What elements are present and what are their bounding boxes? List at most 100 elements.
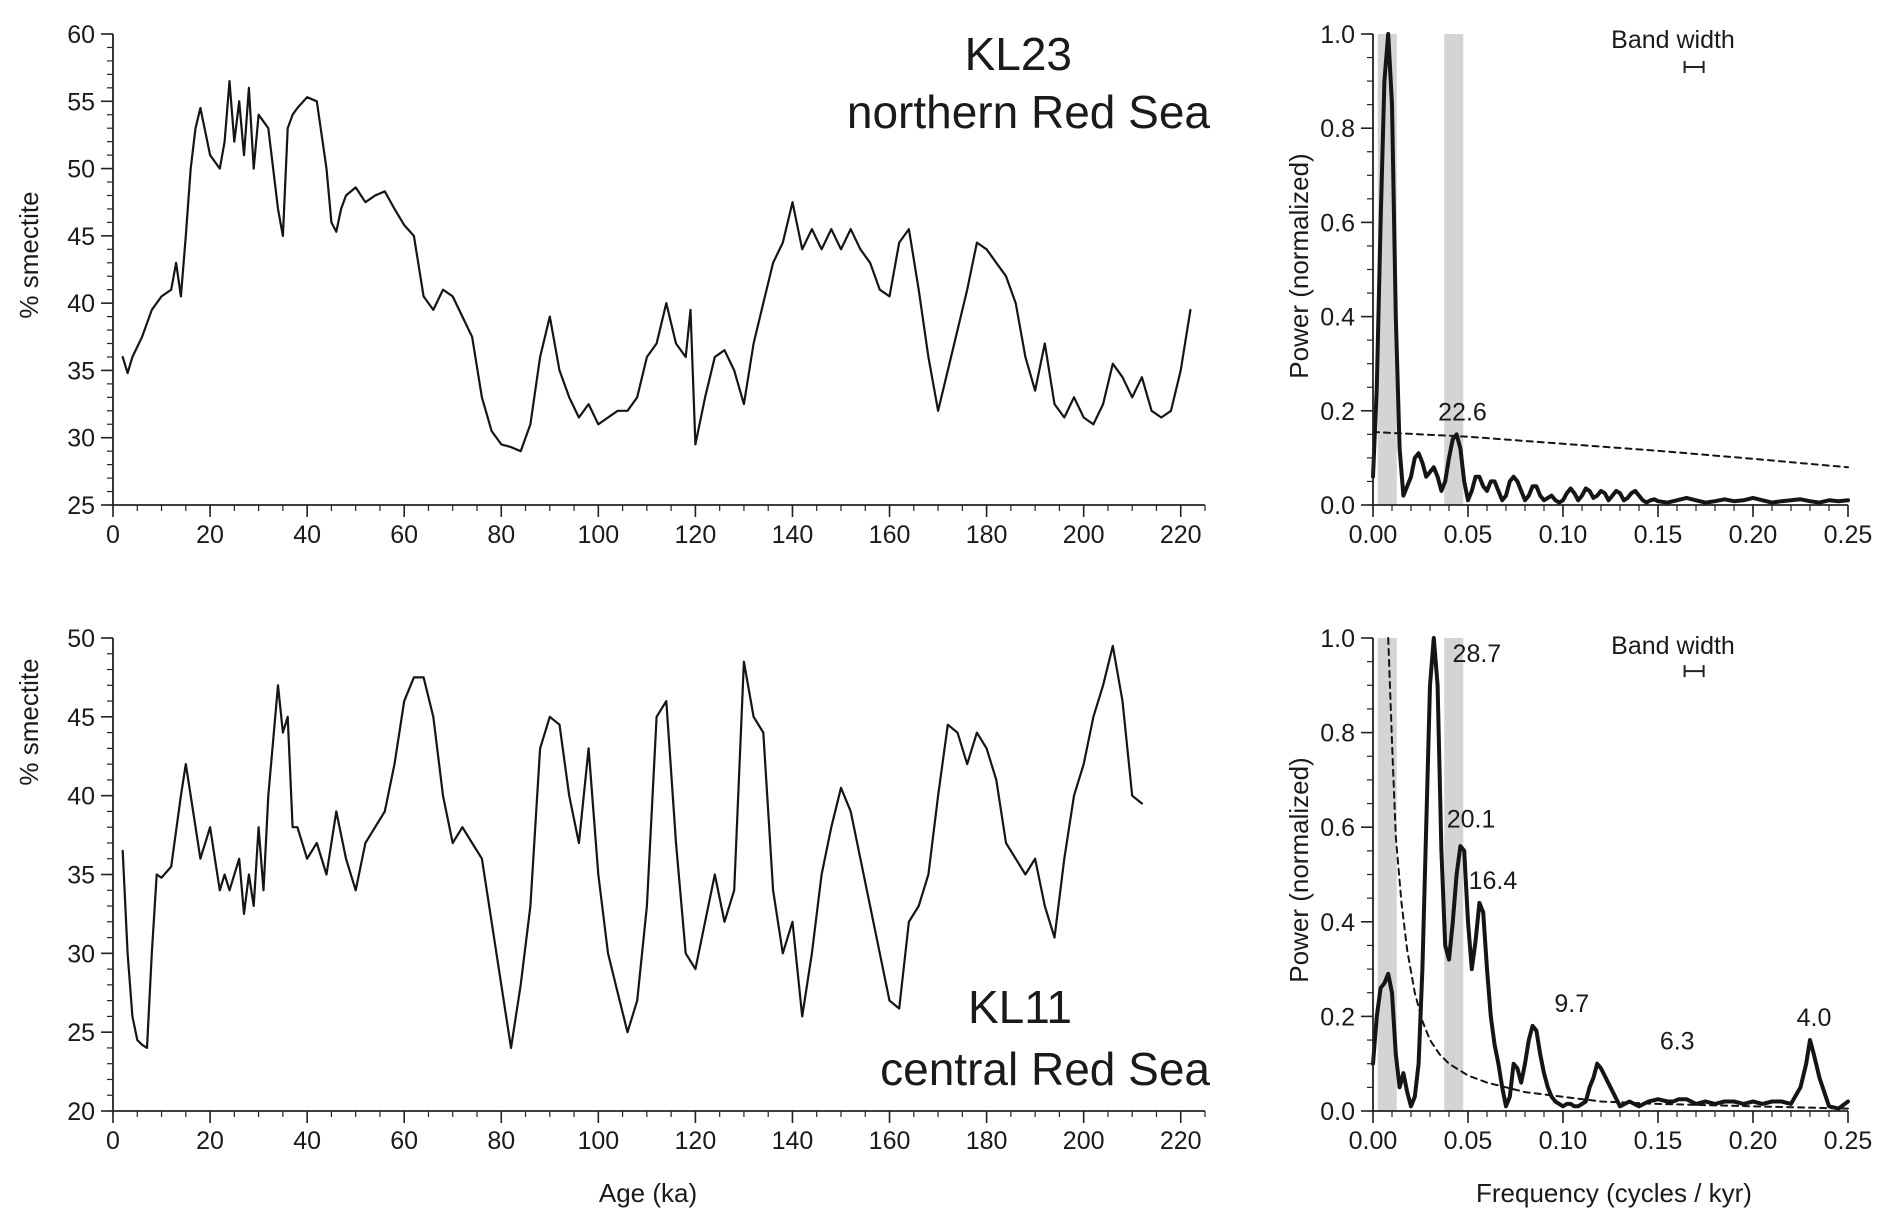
kl23-spectrum-series-line-spectrum [1371, 32, 1850, 505]
kl23-spectrum-y-tick-label: 0.4 [1320, 304, 1355, 332]
kl11-record-y-tick-label: 40 [67, 783, 95, 811]
kl23-record-y-tick-label: 25 [67, 492, 95, 520]
kl23-spectrum-y-tick-label: 0.0 [1320, 492, 1355, 520]
kl23-spectrum-panel: 0.00 0.05 0.10 0.15 0.20 0.25 0.0 0.2 0.4 0.6 0.8 1… [1284, 21, 1872, 549]
kl11-spectrum-x-tick-label: 0.00 [1349, 1127, 1398, 1155]
kl11-spectrum-peak-labels: 28.7 20.1 16.4 9.7 6.3 4.0 [1447, 640, 1832, 1056]
kl23-record-y-tick-label: 45 [67, 223, 95, 251]
kl23-record-y-tick-label: 60 [67, 21, 95, 49]
kl11-record-x-tick-label: 140 [772, 1127, 814, 1155]
kl23-record-x-tick-label: 0 [106, 521, 120, 549]
kl23-spectrum-x-tick-label: 0.25 [1824, 521, 1873, 549]
kl23-spectrum-y-tick-label: 0.8 [1320, 115, 1355, 143]
kl23-record-x-tick-label: 20 [196, 521, 224, 549]
kl11-spectrum-y-tick-label: 0.0 [1320, 1098, 1355, 1126]
kl23-record-x-tick-label: 140 [772, 521, 814, 549]
kl11-record-xlabel: Age (ka) [599, 1178, 697, 1208]
kl23-spectrum-peak-labels: 22.6 [1438, 398, 1487, 426]
kl23-record-series-line-0 [121, 79, 1192, 453]
kl11-record-y-tick-label: 30 [67, 940, 95, 968]
kl23-spectrum-shaded-band-1 [1444, 34, 1464, 505]
kl11-spectrum-peak-label: 28.7 [1453, 640, 1502, 668]
kl11-spectrum-y-tick-label: 1.0 [1320, 625, 1355, 653]
kl11-spectrum-ylabel: Power (normalized) [1284, 757, 1314, 982]
kl11-spectrum-peak-label: 4.0 [1797, 1004, 1832, 1032]
kl11-spectrum-axes: 0.00 0.05 0.10 0.15 0.20 0.25 0.0 0.2 0.4 0.6 0.8 1… [1320, 625, 1872, 1155]
kl23-record-x-tick-label: 60 [390, 521, 418, 549]
kl23-record-panel: 0 20 40 60 80 100 120 140 160 180 200 220 25 30 35 40 45… [14, 21, 1210, 549]
kl23-spectrum-series-layer [1371, 32, 1850, 505]
kl11-record-x-tick-label: 160 [869, 1127, 911, 1155]
kl11-record-x-tick-label: 180 [966, 1127, 1008, 1155]
kl23-record-axes: 0 20 40 60 80 100 120 140 160 180 200 220 25 30 35 40 45… [67, 21, 1206, 549]
kl11-spectrum-y-tick-label: 0.2 [1320, 1003, 1355, 1031]
kl23-record-y-tick-label: 55 [67, 88, 95, 116]
kl23-record-x-tick-label: 200 [1063, 521, 1105, 549]
kl23-spectrum-y-tick-label: 1.0 [1320, 21, 1355, 49]
kl23-record-x-tick-label: 100 [577, 521, 619, 549]
kl23-record-x-tick-label: 180 [966, 521, 1008, 549]
kl11-spectrum-shaded-band-1 [1444, 638, 1464, 1111]
kl11-spectrum-x-tick-label: 0.20 [1729, 1127, 1778, 1155]
kl23-spectrum-x-tick-label: 0.20 [1729, 521, 1778, 549]
kl11-spectrum-peak-label: 16.4 [1469, 867, 1518, 895]
kl23-record-x-tick-label: 220 [1160, 521, 1202, 549]
kl11-core-location: central Red Sea [880, 1043, 1210, 1095]
kl11-record-x-tick-label: 80 [487, 1127, 515, 1155]
kl11-spectrum-x-tick-label: 0.10 [1539, 1127, 1588, 1155]
kl23-spectrum-axes: 0.00 0.05 0.10 0.15 0.20 0.25 0.0 0.2 0.4 0.6 0.8 1… [1320, 21, 1872, 549]
kl11-spectrum-y-tick-label: 0.6 [1320, 814, 1355, 842]
kl23-record-series-layer [121, 79, 1192, 453]
kl11-record-x-tick-label: 220 [1160, 1127, 1202, 1155]
kl23-spectrum-x-tick-label: 0.10 [1539, 521, 1588, 549]
kl23-record-x-tick-label: 160 [869, 521, 911, 549]
kl11-record-x-tick-label: 100 [577, 1127, 619, 1155]
kl11-record-y-tick-label: 45 [67, 704, 95, 732]
kl11-spectrum-series-layer [1371, 636, 1850, 1111]
kl11-record-series-line-0 [121, 644, 1144, 1050]
kl11-record-panel: 0 20 40 60 80 100 120 140 160 180 200 220 20 25 30 35 40… [14, 625, 1210, 1208]
kl11-spectrum-series-line-confidence [1387, 637, 1849, 1110]
kl23-spectrum-x-tick-label: 0.15 [1634, 521, 1683, 549]
kl11-record-y-tick-label: 50 [67, 625, 95, 653]
kl23-record-y-tick-label: 30 [67, 425, 95, 453]
kl11-spectrum-panel: 0.00 0.05 0.10 0.15 0.20 0.25 0.0 0.2 0.4 0.6 0.8 1… [1284, 625, 1872, 1208]
kl23-spectrum-y-tick-label: 0.6 [1320, 209, 1355, 237]
kl11-spectrum-x-tick-label: 0.25 [1824, 1127, 1873, 1155]
kl23-spectrum-ylabel: Power (normalized) [1284, 153, 1314, 378]
kl11-spectrum-x-tick-label: 0.05 [1444, 1127, 1493, 1155]
kl11-spectrum-peak-label: 9.7 [1554, 990, 1589, 1018]
kl11-record-x-tick-label: 200 [1063, 1127, 1105, 1155]
kl11-record-y-tick-label: 25 [67, 1019, 95, 1047]
kl23-core-location: northern Red Sea [847, 86, 1211, 138]
kl23-spectrum-x-tick-label: 0.05 [1444, 521, 1493, 549]
kl23-record-ylabel: % smectite [14, 191, 44, 318]
kl23-spectrum-y-tick-label: 0.2 [1320, 398, 1355, 426]
kl23-spectrum-x-tick-label: 0.00 [1349, 521, 1398, 549]
kl23-record-y-tick-label: 40 [67, 290, 95, 318]
kl11-record-x-tick-label: 40 [293, 1127, 321, 1155]
kl11-bandwidth-label: Band width [1611, 632, 1735, 660]
kl11-spectrum-x-tick-label: 0.15 [1634, 1127, 1683, 1155]
kl23-record-x-tick-label: 40 [293, 521, 321, 549]
kl23-record-y-tick-label: 35 [67, 357, 95, 385]
kl11-spectrum-peak-label: 20.1 [1447, 805, 1496, 833]
kl23-spectrum-peak-label: 22.6 [1438, 398, 1487, 426]
kl11-record-axes: 0 20 40 60 80 100 120 140 160 180 200 220 20 25 30 35 40… [67, 625, 1206, 1155]
kl23-core-name: KL23 [965, 28, 1072, 80]
kl23-record-x-tick-label: 80 [487, 521, 515, 549]
kl11-spectrum-y-tick-label: 0.8 [1320, 720, 1355, 748]
kl11-spectrum-peak-label: 6.3 [1660, 1028, 1695, 1056]
kl23-bandwidth-marker [1683, 60, 1705, 73]
kl11-record-x-tick-label: 20 [196, 1127, 224, 1155]
kl23-bandwidth-label: Band width [1611, 26, 1735, 54]
kl11-record-ylabel: % smectite [14, 658, 44, 785]
kl11-record-y-tick-label: 20 [67, 1098, 95, 1126]
kl23-record-x-tick-label: 120 [675, 521, 717, 549]
kl11-record-x-tick-label: 120 [675, 1127, 717, 1155]
kl11-record-x-tick-label: 0 [106, 1127, 120, 1155]
kl11-bandwidth-marker [1683, 665, 1705, 678]
kl23-record-y-tick-label: 50 [67, 156, 95, 184]
kl11-spectrum-y-tick-label: 0.4 [1320, 909, 1355, 937]
